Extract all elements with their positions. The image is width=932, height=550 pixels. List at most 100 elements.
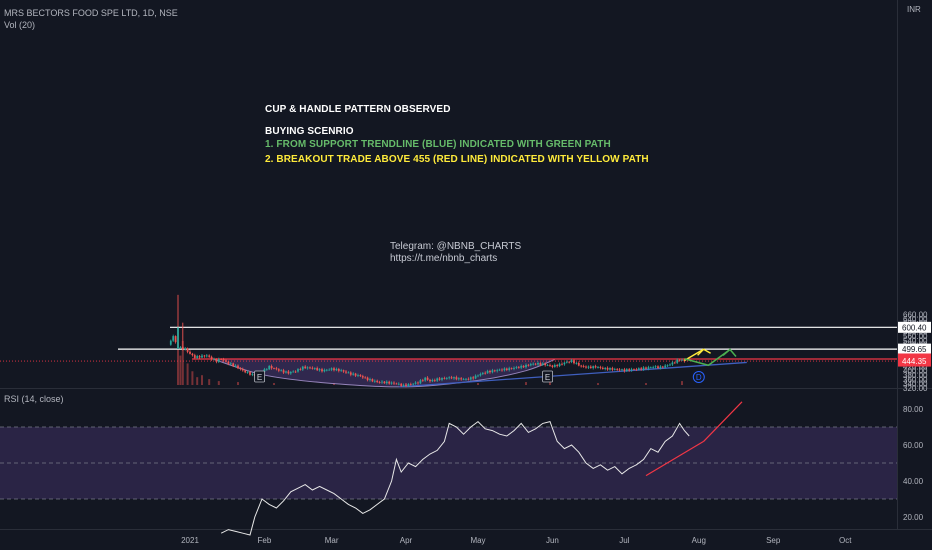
candle-body xyxy=(647,367,650,369)
candle-body xyxy=(664,365,667,368)
candle-body xyxy=(508,368,511,371)
candle-body xyxy=(601,367,604,369)
candle-body xyxy=(287,371,290,374)
volume-bar xyxy=(208,379,211,385)
candle-body xyxy=(594,366,597,368)
price-tag-box xyxy=(898,355,931,367)
volume-bar xyxy=(181,340,184,385)
candle-body xyxy=(371,379,374,382)
volume-label: Vol (20) xyxy=(4,20,36,30)
candle-body xyxy=(383,381,386,384)
candle-body xyxy=(237,365,239,369)
candle-body xyxy=(354,373,357,376)
candle-body xyxy=(474,375,477,379)
candle-body xyxy=(587,366,590,368)
candle-body xyxy=(486,370,489,374)
candle-body xyxy=(347,372,350,374)
dividend-marker-icon xyxy=(692,371,705,383)
candle-body xyxy=(472,377,475,379)
candle-body xyxy=(220,359,223,360)
candle-body xyxy=(515,367,518,368)
candle-body xyxy=(532,363,535,365)
candle-body xyxy=(412,383,415,385)
candle-body xyxy=(580,365,583,367)
candle-body xyxy=(189,351,191,354)
candle-body xyxy=(407,384,410,387)
candle-body xyxy=(484,372,487,374)
price-tick-label: 560.00 xyxy=(903,332,928,341)
candle-body xyxy=(637,368,640,370)
earnings-marker-label: E xyxy=(257,373,262,382)
symbol-title: MRS BECTORS FOOD SPE LTD, 1D, NSE xyxy=(4,8,178,18)
candle-body xyxy=(654,366,657,368)
candle-body xyxy=(249,372,251,375)
candle-body xyxy=(493,370,496,372)
volume-bar xyxy=(217,381,220,385)
candle-body xyxy=(419,380,422,384)
candle-body xyxy=(438,378,441,380)
candle-body xyxy=(525,364,527,368)
time-tick-label: Aug xyxy=(692,536,706,545)
watermark-telegram: Telegram: @NBNB_CHARTS xyxy=(390,241,522,252)
candle-body xyxy=(431,379,434,382)
candle-body xyxy=(477,375,479,377)
candle-body xyxy=(436,378,439,381)
candle-body xyxy=(340,370,343,372)
rsi-trendline xyxy=(645,440,704,477)
candle-body xyxy=(609,368,611,370)
candle-body xyxy=(491,370,494,373)
candle-body xyxy=(585,366,587,368)
candle-body xyxy=(556,364,559,367)
candle-body xyxy=(455,377,458,380)
volume-bar xyxy=(681,381,683,385)
price-axis: 320.00340.00360.00380.00400.00420.00440.… xyxy=(903,5,928,393)
candle-body xyxy=(352,373,355,375)
currency-label: INR xyxy=(907,5,921,14)
candle-body xyxy=(462,379,465,381)
note-line-1: 1. FROM SUPPORT TRENDLINE (BLUE) INDICAT… xyxy=(265,139,611,150)
price-tick-label: 380.00 xyxy=(903,371,928,380)
candle-body xyxy=(395,383,398,385)
candle-body xyxy=(402,384,405,386)
candle-body xyxy=(227,361,230,364)
candle-body xyxy=(417,382,419,384)
price-tick-label: 420.00 xyxy=(903,362,928,371)
candle-body xyxy=(635,369,638,371)
candle-body xyxy=(205,355,208,357)
candle-body xyxy=(400,383,403,386)
candle-body xyxy=(496,370,499,372)
rsi-tick-label: 80.00 xyxy=(903,405,924,414)
candle-body xyxy=(393,382,395,384)
price-tag-box xyxy=(898,321,931,333)
candle-body xyxy=(621,369,623,371)
rsi-line xyxy=(220,420,690,536)
candle-body xyxy=(277,369,280,371)
candle-body xyxy=(330,368,333,370)
candle-body xyxy=(239,368,242,370)
candle-body xyxy=(678,359,681,361)
time-tick-label: Mar xyxy=(325,536,339,545)
candle-body xyxy=(275,368,278,370)
candle-body xyxy=(630,369,633,371)
candle-body xyxy=(273,368,275,369)
candle-body xyxy=(613,369,616,370)
candle-body xyxy=(217,359,220,362)
candle-body xyxy=(222,359,225,361)
candle-body xyxy=(333,368,335,371)
candle-body xyxy=(642,367,645,370)
candle-body xyxy=(203,355,206,357)
candle-body xyxy=(376,380,379,383)
time-tick-label: Sep xyxy=(766,536,781,545)
candle-body xyxy=(349,372,352,375)
candle-body xyxy=(316,368,319,371)
candle-body xyxy=(460,378,463,380)
volume-bar xyxy=(525,382,527,385)
candle-body xyxy=(568,361,571,363)
candle-body xyxy=(671,362,674,365)
candle-body xyxy=(673,362,676,364)
candle-body xyxy=(640,368,643,370)
volume-bar xyxy=(477,383,479,385)
rsi-tick-label: 40.00 xyxy=(903,477,924,486)
candle-body xyxy=(321,369,323,372)
